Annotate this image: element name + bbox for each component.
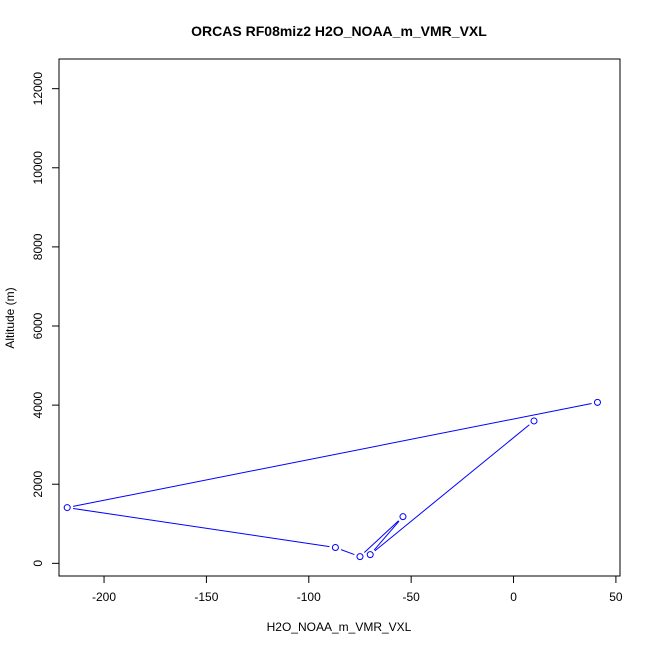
data-point <box>63 504 71 512</box>
data-point <box>399 513 407 521</box>
series-layer <box>63 398 601 561</box>
data-point <box>356 553 364 561</box>
x-tick-label: 50 <box>609 590 623 604</box>
series-segment <box>73 507 330 548</box>
x-tick-label: -100 <box>297 590 321 604</box>
data-point <box>530 417 538 425</box>
series-segment <box>373 520 400 551</box>
x-tick-label: 0 <box>510 590 517 604</box>
y-tick-label: 6000 <box>31 312 45 339</box>
y-tick-label: 0 <box>31 560 45 567</box>
series-segment <box>72 403 592 507</box>
x-axis: -200 -150 -100 -50 0 50 <box>92 576 623 604</box>
y-tick-label: 12000 <box>31 72 45 106</box>
y-tick-label: 4000 <box>31 391 45 418</box>
y-tick-label: 8000 <box>31 233 45 260</box>
y-tick-label: 2000 <box>31 471 45 498</box>
series-segment <box>340 549 355 556</box>
x-tick-label: -200 <box>92 590 116 604</box>
x-tick-label: -50 <box>402 590 420 604</box>
x-axis-label: H2O_NOAA_m_VMR_VXL <box>267 620 412 634</box>
y-tick-label: 10000 <box>31 151 45 185</box>
y-axis-label: Altitude (m) <box>3 287 17 348</box>
y-axis: 0 2000 4000 6000 8000 10000 12000 <box>31 72 59 567</box>
data-point <box>331 544 339 552</box>
data-point <box>593 398 601 406</box>
data-point <box>366 551 374 559</box>
plot-frame <box>58 58 621 577</box>
x-tick-label: -150 <box>194 590 218 604</box>
chart-title: ORCAS RF08miz2 H2O_NOAA_m_VMR_VXL <box>191 23 487 39</box>
series-segment <box>374 424 530 552</box>
series-segment <box>364 520 399 553</box>
